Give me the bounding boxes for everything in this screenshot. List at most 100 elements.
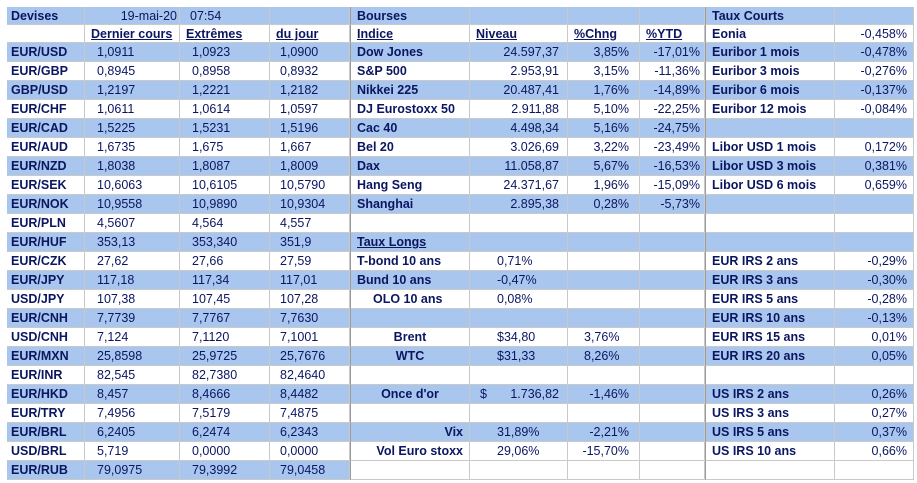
level: $34,80 — [470, 328, 568, 347]
rate-name: EUR IRS 5 ans — [705, 290, 835, 309]
rate-value: -0,30% — [835, 271, 914, 290]
index-name: Once d'or — [350, 385, 470, 404]
empty-cell — [7, 25, 85, 43]
rate-name: EUR IRS 10 ans — [705, 309, 835, 328]
change: 3,76% — [568, 328, 640, 347]
level: 2.911,88 — [470, 100, 568, 119]
empty-cell — [835, 195, 914, 214]
empty-cell — [568, 252, 640, 271]
rate-value: 0,26% — [835, 385, 914, 404]
rate-value: -0,13% — [835, 309, 914, 328]
low: 351,9 — [270, 233, 350, 252]
ytd: -5,73% — [640, 195, 705, 214]
empty-cell — [568, 309, 640, 328]
index-name: Bund 10 ans — [350, 271, 470, 290]
empty-cell — [568, 7, 640, 25]
empty-cell — [470, 233, 568, 252]
column-header: Indice — [350, 25, 470, 43]
last-price: 107,38 — [85, 290, 180, 309]
currency: EUR/NZD — [7, 157, 85, 176]
column-header: Extrêmes — [180, 25, 270, 43]
low: 1,0597 — [270, 100, 350, 119]
empty-cell — [568, 214, 640, 233]
level: 2.953,91 — [470, 62, 568, 81]
rate-value: -0,458% — [835, 25, 914, 43]
currency: USD/BRL — [7, 442, 85, 461]
change: 3,85% — [568, 43, 640, 62]
high: 107,45 — [180, 290, 270, 309]
high: 10,6105 — [180, 176, 270, 195]
low: 1,8009 — [270, 157, 350, 176]
rate-value: -0,137% — [835, 81, 914, 100]
column-header: Dernier cours — [85, 25, 180, 43]
high: 10,9890 — [180, 195, 270, 214]
empty-cell — [705, 461, 835, 480]
empty-cell — [640, 442, 705, 461]
rate-value: 0,381% — [835, 157, 914, 176]
index-name: Nikkei 225 — [350, 81, 470, 100]
currency: EUR/HUF — [7, 233, 85, 252]
level: 0,71% — [470, 252, 568, 271]
level: 24.597,37 — [470, 43, 568, 62]
ytd: -16,53% — [640, 157, 705, 176]
empty-cell — [568, 404, 640, 423]
low: 4,557 — [270, 214, 350, 233]
last-price: 1,8038 — [85, 157, 180, 176]
last-price: 1,0911 — [85, 43, 180, 62]
last-price: 7,124 — [85, 328, 180, 347]
currency: EUR/NOK — [7, 195, 85, 214]
empty-cell — [640, 214, 705, 233]
currency: EUR/CNH — [7, 309, 85, 328]
level: 24.371,67 — [470, 176, 568, 195]
change: 8,26% — [568, 347, 640, 366]
empty-cell — [835, 233, 914, 252]
ytd: -11,36% — [640, 62, 705, 81]
change: 5,16% — [568, 119, 640, 138]
empty-cell — [640, 423, 705, 442]
change: 1,76% — [568, 81, 640, 100]
rate-value: -0,478% — [835, 43, 914, 62]
empty-cell — [270, 7, 350, 25]
empty-cell — [640, 233, 705, 252]
currency: USD/CNH — [7, 328, 85, 347]
ytd: -15,09% — [640, 176, 705, 195]
last-price: 7,4956 — [85, 404, 180, 423]
empty-cell — [705, 214, 835, 233]
empty-cell — [835, 366, 914, 385]
rate-name: Libor USD 6 mois — [705, 176, 835, 195]
column-header: %YTD — [640, 25, 705, 43]
empty-cell — [835, 119, 914, 138]
rate-value: 0,27% — [835, 404, 914, 423]
rate-name: Euribor 6 mois — [705, 81, 835, 100]
empty-cell — [640, 309, 705, 328]
empty-cell — [470, 404, 568, 423]
ytd: -24,75% — [640, 119, 705, 138]
currency: EUR/MXN — [7, 347, 85, 366]
currency: GBP/USD — [7, 81, 85, 100]
low: 7,4875 — [270, 404, 350, 423]
rate-value: 0,172% — [835, 138, 914, 157]
change: 0,28% — [568, 195, 640, 214]
low: 1,0900 — [270, 43, 350, 62]
level: 0,08% — [470, 290, 568, 309]
currency: USD/JPY — [7, 290, 85, 309]
rate-name: EUR IRS 2 ans — [705, 252, 835, 271]
empty-cell — [640, 347, 705, 366]
empty-cell — [835, 214, 914, 233]
index-name: OLO 10 ans — [350, 290, 470, 309]
high: 1,675 — [180, 138, 270, 157]
index-name: Brent — [350, 328, 470, 347]
last-price: 25,8598 — [85, 347, 180, 366]
empty-cell — [568, 366, 640, 385]
rate-name: EUR IRS 15 ans — [705, 328, 835, 347]
index-name: Vix — [350, 423, 470, 442]
empty-cell — [705, 119, 835, 138]
empty-cell — [705, 233, 835, 252]
change: 5,10% — [568, 100, 640, 119]
empty-cell — [470, 366, 568, 385]
level: 20.487,41 — [470, 81, 568, 100]
low: 25,7676 — [270, 347, 350, 366]
rate-name: US IRS 2 ans — [705, 385, 835, 404]
index-name: Dow Jones — [350, 43, 470, 62]
